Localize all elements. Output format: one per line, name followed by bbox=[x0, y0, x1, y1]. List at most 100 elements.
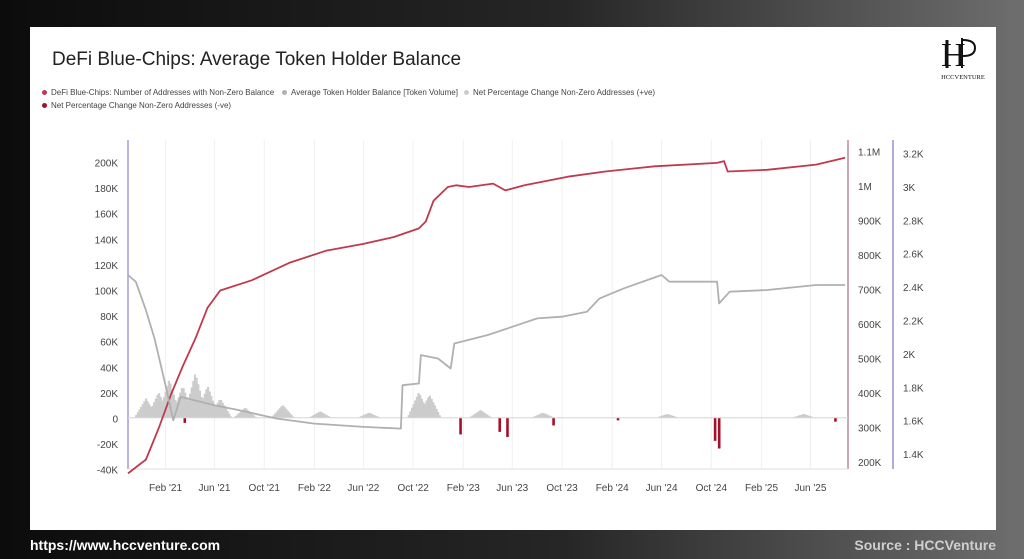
positive-change-bar bbox=[286, 410, 290, 418]
right-axis-1-tick: 900K bbox=[858, 217, 882, 228]
positive-change-bar bbox=[158, 393, 161, 418]
left-axis-tick: 60K bbox=[100, 338, 118, 349]
left-axis-tick: 200K bbox=[95, 159, 119, 170]
left-axis-tick: 100K bbox=[95, 287, 119, 298]
positive-change-bar bbox=[415, 396, 419, 418]
positive-change-bar bbox=[153, 402, 156, 418]
positive-change-bar bbox=[544, 413, 547, 418]
legend-item-addresses[interactable]: DeFi Blue-Chips: Number of Addresses wit… bbox=[42, 88, 274, 97]
positive-change-bar bbox=[202, 398, 205, 418]
right-axis-1-tick: 400K bbox=[858, 389, 882, 400]
positive-change-bar bbox=[211, 400, 215, 418]
positive-change-bar bbox=[314, 413, 317, 418]
positive-change-bar bbox=[275, 411, 278, 418]
legend-dot-gray bbox=[282, 90, 287, 95]
right-axis-1-tick: 1.1M bbox=[858, 148, 880, 159]
positive-change-bar bbox=[321, 412, 324, 418]
positive-change-bar bbox=[539, 413, 543, 418]
positive-change-bar bbox=[154, 398, 157, 418]
x-axis-tick: Feb '25 bbox=[745, 483, 778, 494]
positive-change-bar bbox=[135, 415, 138, 418]
x-axis-tick: Jun '21 bbox=[199, 483, 231, 494]
positive-change-bar bbox=[423, 403, 427, 418]
positive-change-bar bbox=[534, 415, 538, 418]
positive-change-bar bbox=[166, 386, 169, 418]
positive-change-bar bbox=[206, 386, 210, 418]
positive-change-bar bbox=[283, 407, 286, 418]
positive-change-bar bbox=[414, 400, 417, 418]
positive-change-bar bbox=[249, 412, 252, 418]
positive-change-bar bbox=[365, 413, 368, 418]
positive-change-bar bbox=[477, 411, 481, 418]
positive-change-bar bbox=[151, 405, 154, 418]
legend-item-negative[interactable]: Net Percentage Change Non-Zero Addresses… bbox=[42, 101, 231, 110]
positive-change-bar bbox=[541, 412, 544, 418]
positive-change-bar bbox=[794, 416, 797, 418]
positive-change-bar bbox=[278, 408, 281, 418]
positive-change-bar bbox=[285, 409, 288, 418]
positive-change-bar bbox=[184, 392, 187, 418]
positive-change-bar bbox=[242, 408, 246, 418]
positive-change-bar bbox=[185, 397, 188, 418]
positive-change-bar bbox=[239, 411, 242, 418]
legend-item-balance[interactable]: Average Token Holder Balance [Token Volu… bbox=[282, 88, 458, 97]
left-axis-tick: 40K bbox=[100, 363, 118, 374]
positive-change-bar bbox=[658, 416, 662, 418]
positive-change-bar bbox=[474, 413, 477, 418]
positive-change-bar bbox=[667, 414, 670, 418]
positive-change-bar bbox=[169, 383, 172, 418]
positive-change-bar bbox=[244, 407, 247, 418]
positive-change-bar bbox=[802, 413, 805, 418]
positive-change-bar bbox=[435, 408, 438, 418]
positive-change-bar bbox=[280, 406, 283, 418]
right-axis-2-tick: 2.4K bbox=[903, 283, 924, 294]
positive-change-bar bbox=[810, 416, 813, 418]
left-axis-tick: 80K bbox=[100, 312, 118, 323]
positive-change-bar bbox=[375, 415, 378, 418]
legend-item-positive[interactable]: Net Percentage Change Non-Zero Addresses… bbox=[464, 88, 655, 97]
right-axis-2-tick: 1.4K bbox=[903, 450, 924, 461]
positive-change-bar bbox=[148, 404, 151, 418]
positive-change-bar bbox=[489, 416, 492, 418]
positive-change-bar bbox=[210, 396, 213, 418]
footer-url[interactable]: https://www.hccventure.com bbox=[30, 537, 221, 553]
x-axis-tick: Oct '23 bbox=[546, 483, 578, 494]
footer-source: Source : HCCVenture bbox=[854, 537, 996, 553]
positive-change-bar bbox=[366, 413, 370, 418]
positive-change-bar bbox=[327, 416, 330, 418]
positive-change-bar bbox=[174, 399, 177, 418]
positive-change-bar bbox=[476, 412, 479, 418]
positive-change-bar bbox=[220, 399, 223, 418]
x-axis-tick: Oct '24 bbox=[696, 483, 728, 494]
positive-change-bar bbox=[161, 400, 164, 418]
right-axis-1-tick: 700K bbox=[858, 286, 882, 297]
left-axis-tick: 180K bbox=[95, 184, 119, 195]
positive-change-bar bbox=[179, 392, 182, 418]
positive-change-bar bbox=[368, 412, 371, 418]
x-axis-tick: Feb '21 bbox=[149, 483, 182, 494]
positive-change-bar bbox=[547, 415, 551, 418]
positive-change-bar bbox=[409, 411, 412, 418]
x-axis-tick: Jun '25 bbox=[795, 483, 827, 494]
positive-change-bar bbox=[215, 405, 218, 418]
positive-change-bar bbox=[422, 402, 425, 418]
left-axis-tick: 0 bbox=[112, 415, 118, 426]
positive-change-bar bbox=[420, 398, 423, 418]
positive-change-bar bbox=[799, 415, 802, 418]
positive-change-bar bbox=[140, 406, 143, 418]
positive-change-bar bbox=[543, 413, 546, 418]
positive-change-bar bbox=[432, 402, 435, 418]
positive-change-bar bbox=[229, 416, 232, 418]
hccventure-logo: H HCCVENTURE bbox=[941, 37, 985, 81]
positive-change-bar bbox=[805, 415, 808, 418]
positive-change-bar bbox=[189, 393, 192, 418]
positive-change-bar bbox=[796, 416, 799, 418]
positive-change-bar bbox=[472, 414, 476, 418]
positive-change-bar bbox=[241, 410, 244, 418]
positive-change-bar bbox=[670, 415, 673, 418]
positive-change-bar bbox=[484, 413, 487, 418]
positive-change-bar bbox=[228, 413, 231, 418]
chart-card: DeFi Blue-Chips: Average Token Holder Ba… bbox=[30, 27, 996, 530]
positive-change-bar bbox=[427, 397, 430, 418]
negative-change-bar bbox=[498, 417, 502, 432]
